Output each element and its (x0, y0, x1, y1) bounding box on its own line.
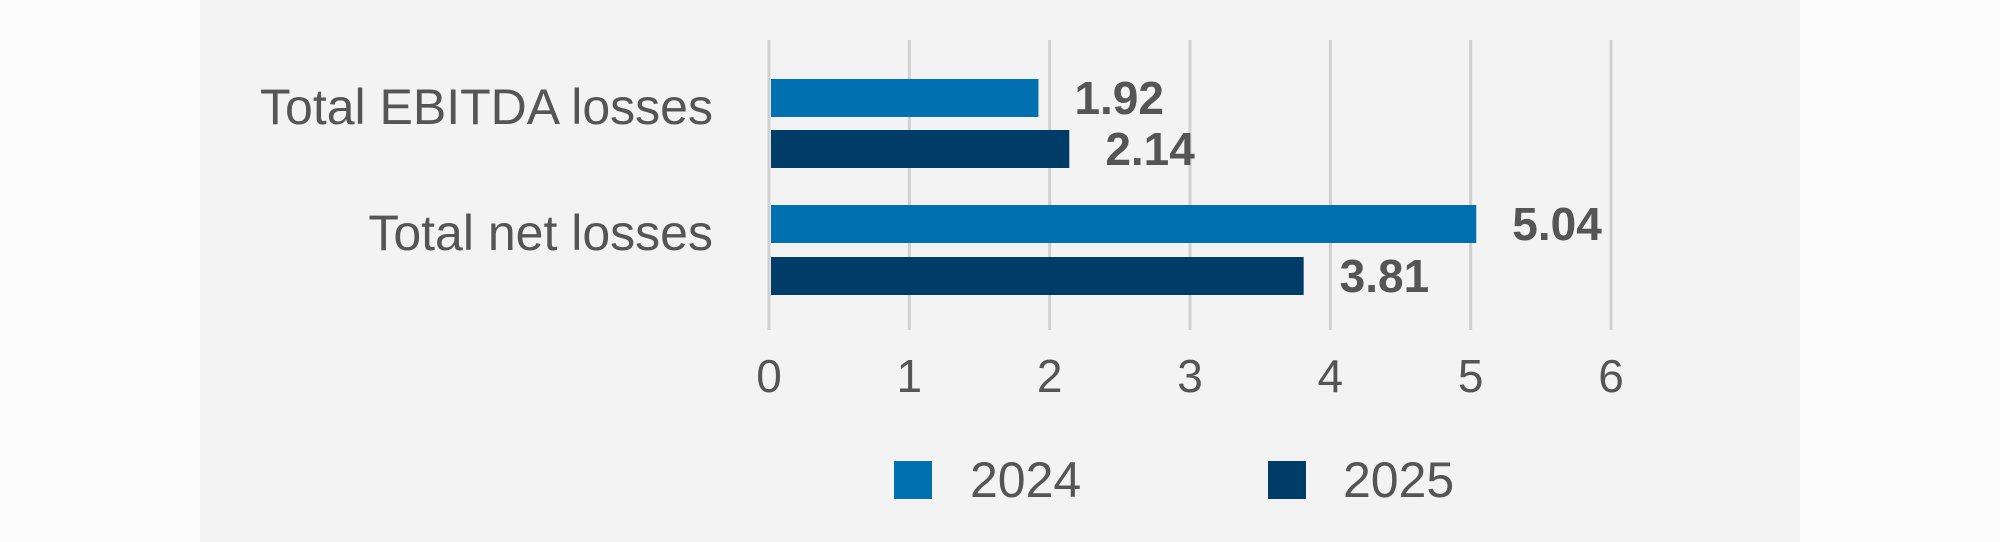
legend-label: 2024 (970, 452, 1081, 508)
legend-swatch-2025 (1268, 461, 1306, 499)
data-label: 2.14 (1105, 123, 1195, 175)
x-tick-label: 4 (1318, 350, 1344, 402)
category-label: Total net losses (368, 205, 713, 261)
bar-2025 (771, 257, 1304, 295)
x-tick-label: 5 (1458, 350, 1484, 402)
legend-label: 2025 (1343, 452, 1454, 508)
data-label: 3.81 (1340, 250, 1430, 302)
data-label: 1.92 (1074, 72, 1164, 124)
category-label: Total EBITDA losses (260, 79, 713, 135)
x-tick-label: 2 (1037, 350, 1063, 402)
x-tick-label: 3 (1177, 350, 1203, 402)
bar-chart: 0 1 2 3 4 5 6 Total EBITDA losses Total net loss… (260, 40, 1624, 508)
chart-panel: 0 1 2 3 4 5 6 Total EBITDA losses Total net loss… (200, 0, 1800, 542)
x-tick-label: 6 (1598, 350, 1624, 402)
bar-2024 (771, 79, 1039, 117)
legend-swatch-2024 (894, 461, 932, 499)
bar-2025 (771, 130, 1070, 168)
x-tick-label: 1 (897, 350, 923, 402)
x-tick-label: 0 (756, 350, 782, 402)
data-label: 5.04 (1512, 198, 1602, 250)
bar-2024 (771, 205, 1477, 243)
